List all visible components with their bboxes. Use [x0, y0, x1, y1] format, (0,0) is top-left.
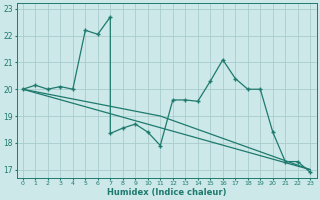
- X-axis label: Humidex (Indice chaleur): Humidex (Indice chaleur): [107, 188, 226, 197]
